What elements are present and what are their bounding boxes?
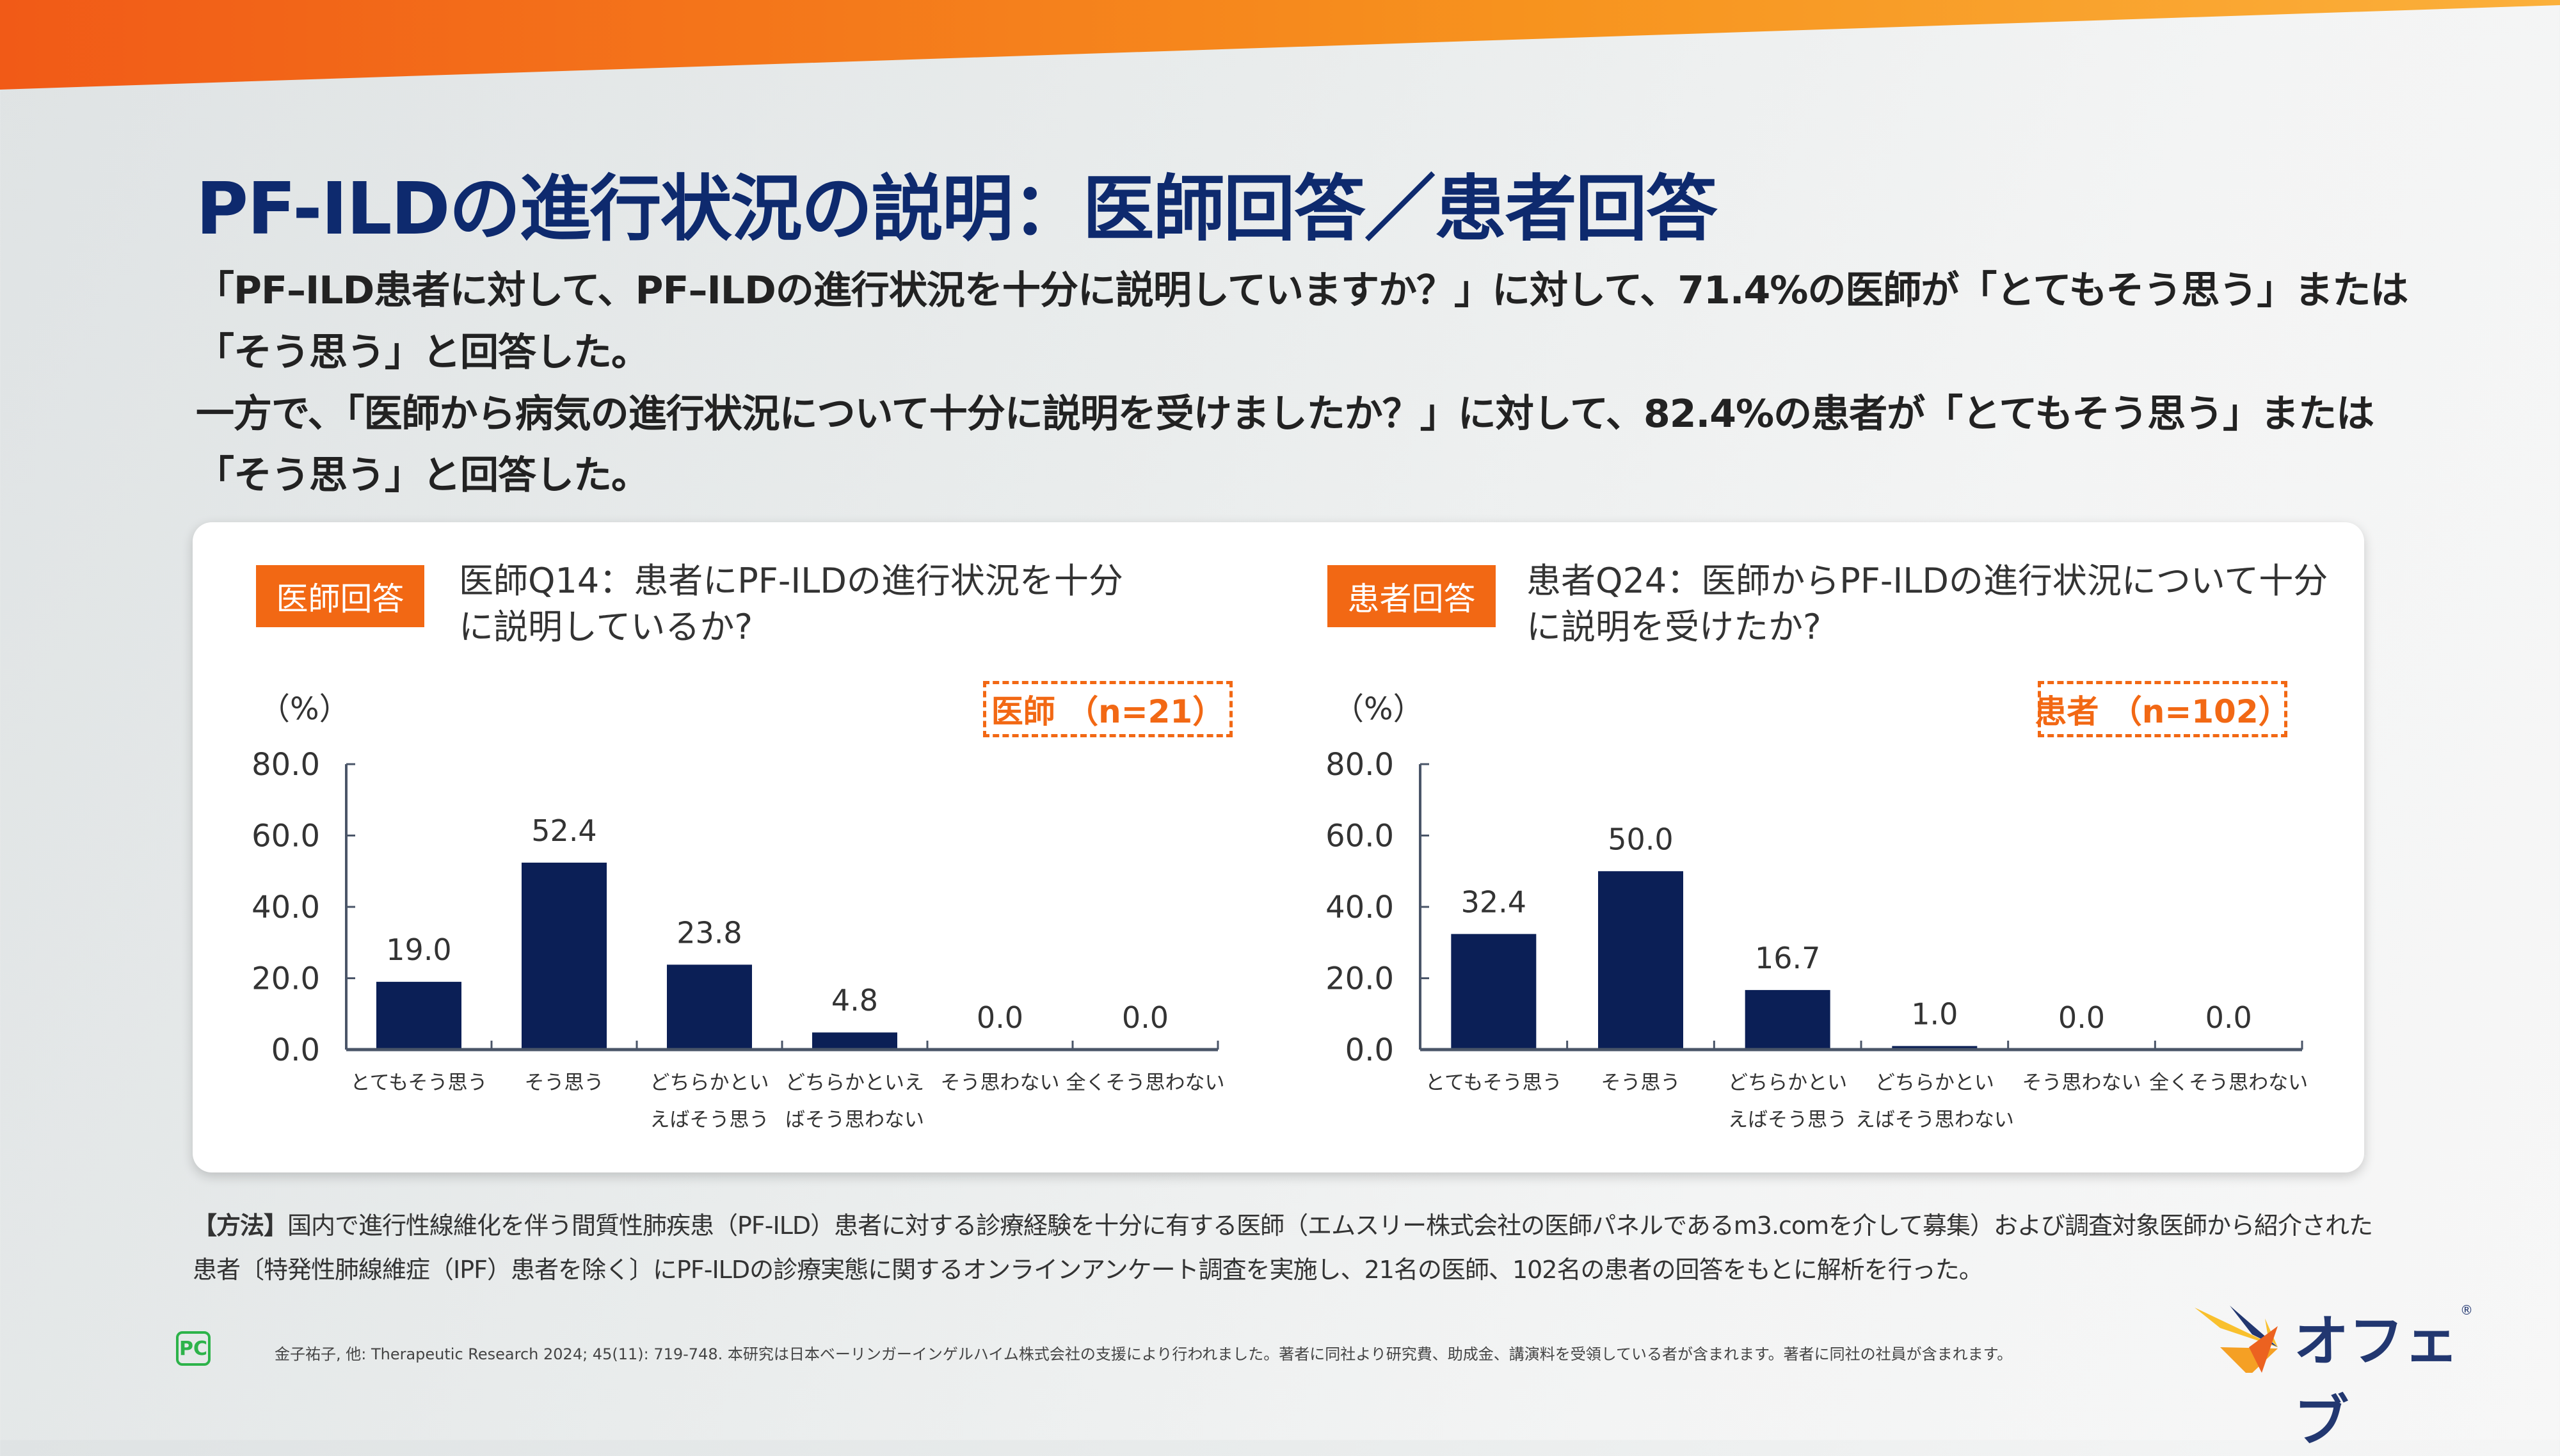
patient-question-line-2: に説明を受けたか? — [1526, 607, 1821, 647]
patient-bar — [1451, 934, 1537, 1050]
doctor-category-label: とてもそう思う — [351, 1071, 488, 1094]
doctor-y-tick-label: 20.0 — [252, 961, 320, 997]
patient-question-line-1: 患者Q24：医師からPF-ILDの進行状況について十分 — [1526, 561, 2328, 601]
patient-value-label: 0.0 — [2058, 1000, 2105, 1035]
doctor-question-line-1: 医師Q14：患者にPF-ILDの進行状況を十分 — [459, 561, 1123, 601]
patient-category-label: 全くそう思わない — [2149, 1071, 2308, 1094]
doctor-bar — [812, 1032, 897, 1050]
patient-bar — [1598, 871, 1683, 1050]
patient-y-tick-label: 40.0 — [1325, 890, 1394, 925]
patient-category-label: えばそう思わない — [1855, 1108, 2014, 1132]
patient-value-label: 16.7 — [1755, 941, 1820, 975]
page-title: PF-ILDの進行状況の説明：医師回答／患者回答 — [196, 168, 1718, 251]
lead-line-3: 一方で、「医師から病気の進行状況について十分に説明を受けましたか？」に対して、8… — [196, 392, 2374, 436]
doctor-value-label: 0.0 — [1122, 1000, 1169, 1035]
method-text-1: 国内で進行性線維化を伴う間質性肺疾患（PF-ILD）患者に対する診療経験を十分に… — [287, 1212, 2373, 1240]
doctor-value-label: 0.0 — [977, 1000, 1023, 1035]
doctor-bar — [376, 982, 461, 1050]
doctor-unit-label: （%） — [259, 691, 350, 727]
patient-y-tick-label: 60.0 — [1325, 819, 1394, 854]
doctor-category-label: そう思わない — [941, 1071, 1060, 1094]
doctor-y-tick-label: 40.0 — [252, 890, 320, 925]
patient-value-label: 0.0 — [2205, 1000, 2252, 1035]
chart-card — [193, 522, 2364, 1172]
method-line-1: 【方法】国内で進行性線維化を伴う間質性肺疾患（PF-ILD）患者に対する診療経験… — [193, 1206, 2373, 1241]
doctor-category-label: どちらかとい — [650, 1071, 769, 1094]
method-label: 【方法】 — [193, 1212, 288, 1240]
patient-category-label: えばそう思う — [1728, 1108, 1847, 1132]
patient-bar — [1745, 989, 1830, 1050]
logo-registered: ® — [2460, 1302, 2473, 1318]
lead-line-2: 「そう思う」と回答した。 — [196, 330, 650, 375]
patient-category-label: どちらかとい — [1875, 1071, 1994, 1094]
lead-line-1: 「PF–ILD患者に対して、PF–ILDの進行状況を十分に説明していますか？」に… — [196, 268, 2408, 313]
patient-y-tick-label: 0.0 — [1345, 1032, 1394, 1068]
doctor-value-label: 4.8 — [831, 983, 878, 1018]
doctor-category-label: ばそう思わない — [785, 1108, 924, 1132]
doctor-bar — [667, 964, 752, 1050]
ofev-logo: オフェブ ® — [2191, 1290, 2473, 1453]
patient-category-label: そう思う — [1601, 1071, 1681, 1094]
patient-y-tick-label: 20.0 — [1325, 961, 1394, 997]
doctor-value-label: 19.0 — [386, 932, 451, 967]
patient-unit-label: （%） — [1333, 691, 1424, 727]
patient-y-tick-label: 80.0 — [1325, 747, 1394, 783]
doctor-category-label: そう思う — [525, 1071, 604, 1094]
patient-category-label: どちらかとい — [1728, 1071, 1847, 1094]
lead-line-4: 「そう思う」と回答した。 — [196, 453, 650, 498]
doctor-legend: 医師 （n=21） — [983, 681, 1233, 737]
patient-value-label: 32.4 — [1461, 884, 1526, 919]
footnote: 金子祐子, 他: Therapeutic Research 2024; 45(1… — [275, 1345, 2013, 1363]
method-line-2: 患者〔特発性肺線維症（IPF）患者を除く〕にPF-ILDの診療実態に関するオンラ… — [193, 1256, 1983, 1284]
patient-value-label: 1.0 — [1911, 996, 1958, 1031]
doctor-badge: 医師回答 — [256, 565, 424, 627]
doctor-question-line-2: に説明しているか? — [459, 607, 753, 647]
patient-bar — [1892, 1046, 1978, 1050]
doctor-y-tick-label: 80.0 — [252, 747, 320, 783]
patient-category-label: とてもそう思う — [1425, 1071, 1562, 1094]
top-orange-band — [0, 0, 2560, 90]
doctor-category-label: 全くそう思わない — [1066, 1071, 1225, 1094]
doctor-category-label: えばそう思う — [650, 1108, 769, 1132]
doctor-value-label: 52.4 — [531, 813, 596, 848]
doctor-y-tick-label: 0.0 — [271, 1032, 320, 1068]
patient-legend: 患者 （n=102） — [2035, 681, 2291, 737]
patient-value-label: 50.0 — [1608, 822, 1673, 856]
doctor-category-label: どちらかといえ — [785, 1071, 924, 1094]
doctor-y-tick-label: 60.0 — [252, 819, 320, 854]
patient-category-label: そう思わない — [2022, 1071, 2141, 1094]
logo-wing-icon — [2195, 1306, 2278, 1373]
logo-text: オフェブ — [2294, 1309, 2459, 1453]
pc-mark-icon: PC — [176, 1331, 211, 1366]
doctor-value-label: 23.8 — [676, 915, 742, 950]
doctor-bar — [522, 862, 607, 1050]
patient-badge: 患者回答 — [1327, 565, 1496, 627]
